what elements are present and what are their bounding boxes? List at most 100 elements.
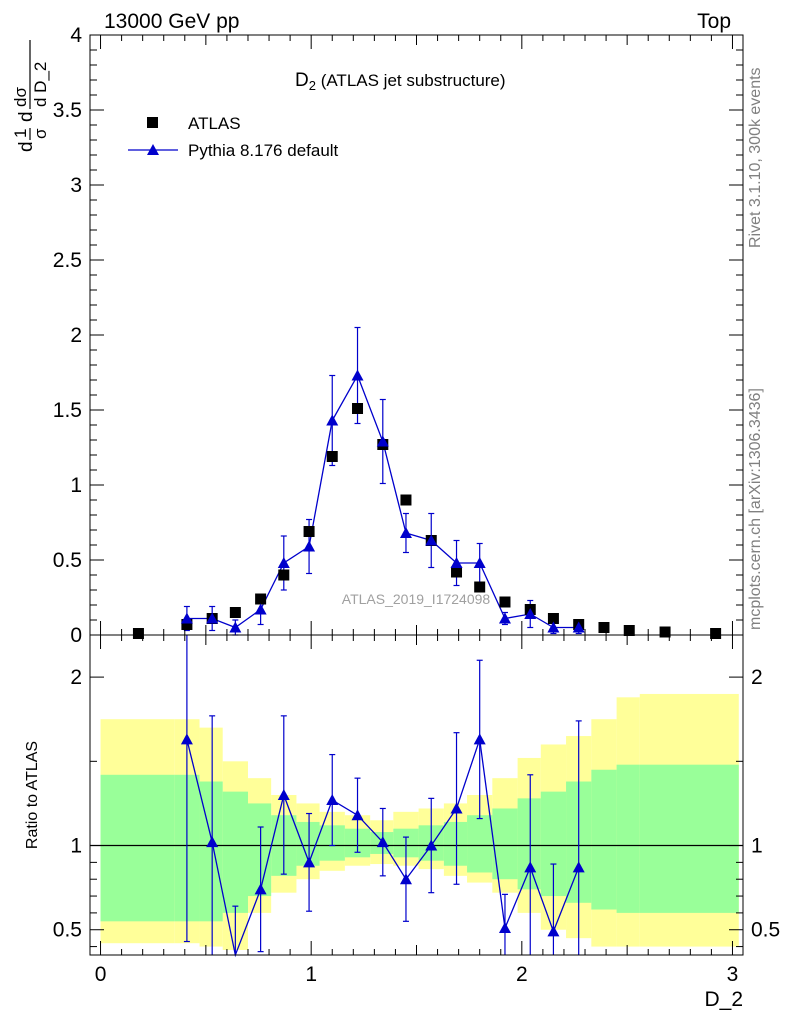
green-uncertainty-band [100,774,175,922]
atlas-point [303,526,315,537]
ratio-pythia-point [425,839,438,851]
ratio-data-layer [90,635,743,958]
pythia-point [473,557,486,568]
pythia-point [425,534,438,546]
atlas-point [181,619,193,630]
ratio-pythia-point [351,809,364,821]
main-panel: 0 0.5 1 1.5 2 2.5 3 3.5 4 ATLAS_2019_I1724098 D2… [11,24,744,647]
pythia-point [277,557,290,568]
pythia-point [180,612,193,624]
ratio-pythia-point [277,789,290,800]
y-tick-label: 3 [70,174,82,197]
legend-entry-atlas: ATLAS [147,114,241,133]
pythia-point [376,435,389,447]
atlas-point [400,494,412,506]
svg-text:dσ: dσ [11,87,30,107]
ratio-ticks: 0.5 0.5 1 1 2 2 0 1 2 3 [53,635,780,986]
mcplots-label: mcplots.cern.ch [arXiv:1306.3436] [747,388,764,630]
main-y-axis-label: d 1 σ d dσ d D_2 [11,40,50,152]
atlas-point [547,613,559,624]
x-tick-label: 0 [95,963,107,986]
legend-square-marker [147,117,158,128]
ratio-pythia-point [498,922,511,934]
y-tick-label: 0.5 [53,549,82,572]
ratio-pythia-point [206,836,219,848]
atlas-point [255,593,267,605]
process-label: Top [697,10,731,33]
ratio-bands [100,693,739,950]
svg-text:σ: σ [31,128,50,139]
x-tick-label: 3 [727,963,739,986]
ratio-pythia-point [473,733,486,745]
green-uncertainty-band [591,769,617,910]
atlas-point [352,403,364,414]
atlas-point [659,626,671,638]
pythia-point [326,414,339,426]
green-uncertainty-band [639,764,739,913]
green-uncertainty-band [467,815,493,873]
ratio-panel: 0.5 0.5 1 1 2 2 0 1 2 3 Ratio to ATLAS D_2 [24,634,780,1011]
x-axis-label: D_2 [704,988,743,1011]
ratio-y-tick-label-left: 1 [70,835,82,858]
atlas-point [710,628,722,639]
rivet-label: Rivet 3.1.10, 300k events [747,67,764,248]
y-tick-label: 2.5 [53,249,82,272]
main-data-layer [132,326,722,639]
green-uncertainty-band [247,803,272,897]
plot-title: D2 (ATLAS jet substructure) [295,70,506,93]
green-uncertainty-band [517,798,541,890]
legend: ATLAS Pythia 8.176 default [128,114,339,160]
svg-text:1: 1 [11,129,30,138]
pythia-point [254,603,267,615]
green-uncertainty-band [492,808,518,880]
ratio-y-tick-label-left: 0.5 [53,919,82,942]
pythia-point [351,369,364,381]
ratio-pythia-point [254,883,267,895]
pythia-point [206,612,219,624]
ratio-pythia-point [326,794,339,806]
atlas-point [474,581,486,593]
ratio-y-tick-label-left: 2 [70,666,82,689]
ratio-y-axis-label: Ratio to ATLAS [24,741,41,849]
svg-text:d: d [16,141,37,152]
svg-text:d: d [16,111,37,122]
atlas-point [132,628,144,639]
pythia-point [547,621,560,633]
ratio-y-tick-label-right: 0.5 [751,919,780,942]
atlas-point [623,625,635,636]
green-uncertainty-band [443,821,468,866]
y-tick-label: 2 [70,324,82,347]
pythia-point [498,612,511,624]
analysis-watermark: ATLAS_2019_I1724098 [342,591,491,607]
legend-label-atlas: ATLAS [188,114,241,133]
green-uncertainty-band [616,764,640,913]
atlas-point [278,569,290,581]
y-tick-label: 1 [70,474,82,497]
energy-label: 13000 GeV pp [104,10,239,33]
ratio-pythia-point [180,733,193,745]
legend-entry-pythia: Pythia 8.176 default [128,141,339,160]
ratio-pythia-point [303,856,316,868]
pythia-point [303,540,316,552]
x-tick-label: 1 [305,963,317,986]
y-tick-label: 3.5 [53,99,82,122]
svg-text:d D_2: d D_2 [31,62,50,107]
legend-triangle-marker [147,144,159,155]
green-uncertainty-band [222,791,248,913]
y-tick-label: 0 [70,624,82,647]
x-tick-label: 2 [516,963,528,986]
pythia-point [450,557,463,568]
pythia-point [572,621,585,633]
ratio-y-tick-label-right: 1 [751,835,763,858]
atlas-point [499,596,511,608]
ratio-pythia-point [572,861,585,873]
atlas-point [451,566,463,578]
y-tick-label: 4 [70,24,82,47]
ratio-pythia-point [547,925,560,937]
atlas-point [229,607,241,618]
atlas-point [326,451,338,462]
green-uncertainty-band [296,821,320,866]
main-y-ticks: 0 0.5 1 1.5 2 2.5 3 3.5 4 [53,24,743,647]
ratio-y-tick-label-right: 2 [751,666,763,689]
